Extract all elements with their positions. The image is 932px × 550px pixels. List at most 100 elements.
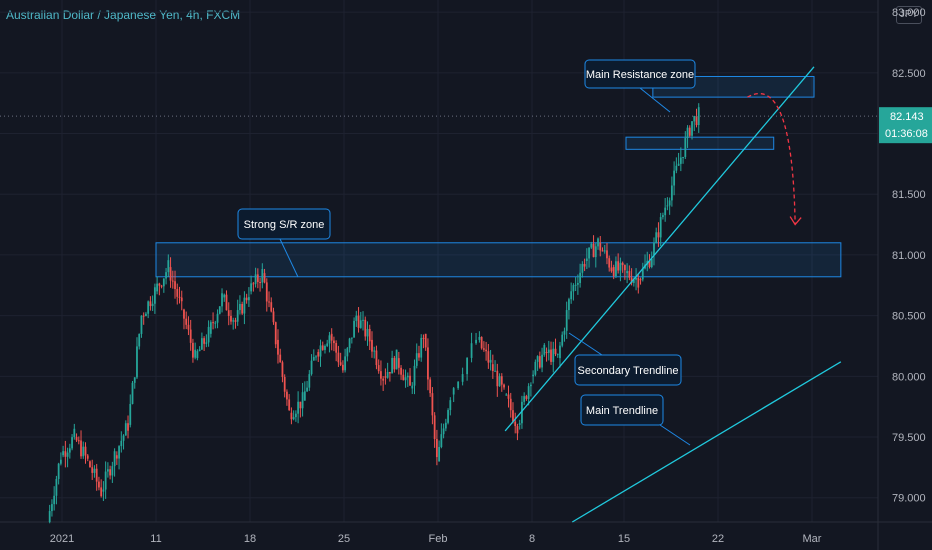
candle-body xyxy=(212,322,214,324)
candle-body xyxy=(617,261,620,271)
candle-body xyxy=(447,410,449,423)
candle-body xyxy=(422,337,425,339)
time-tick-label: 18 xyxy=(244,533,256,545)
callout-label: Secondary Trendline xyxy=(578,365,679,377)
callout-label: Main Resistance zone xyxy=(586,69,694,81)
candle-body xyxy=(556,353,559,355)
candle-body xyxy=(339,362,342,365)
candle-body xyxy=(129,403,132,425)
candle-body xyxy=(626,271,629,274)
candle-body xyxy=(84,446,87,456)
candle-body xyxy=(380,371,382,379)
candle-body xyxy=(286,391,288,400)
candle-body xyxy=(373,350,376,352)
candle-body xyxy=(180,297,183,302)
candle-body xyxy=(272,311,275,323)
candle-body xyxy=(335,343,338,353)
time-tick-label: 15 xyxy=(618,533,630,545)
candle-body xyxy=(333,340,335,344)
price-tick-label: 80.500 xyxy=(892,311,926,323)
candle-body xyxy=(225,294,228,311)
candle-body xyxy=(684,138,687,157)
candle-body xyxy=(77,440,80,442)
candle-body xyxy=(312,357,315,361)
candle-body xyxy=(648,260,651,268)
candle-body xyxy=(279,354,282,363)
price-tick-label: 79.500 xyxy=(892,432,926,444)
candle-body xyxy=(281,362,284,377)
candle-body xyxy=(86,455,89,459)
candle-body xyxy=(263,273,266,283)
candle-body xyxy=(619,262,622,271)
candle-body xyxy=(433,415,436,440)
candle-body xyxy=(594,246,597,258)
candle-body xyxy=(487,351,490,363)
candle-body xyxy=(252,283,255,285)
candle-body xyxy=(503,384,505,388)
candle-body xyxy=(554,348,557,355)
candle-body xyxy=(138,333,141,347)
price-tick-label: 79.000 xyxy=(892,493,926,505)
candle-body xyxy=(559,345,561,359)
price-tick-label: 80.000 xyxy=(892,371,926,383)
candle-body xyxy=(82,446,85,457)
candle-body xyxy=(592,243,595,258)
candle-body xyxy=(178,296,181,298)
candle-body xyxy=(319,345,322,357)
candle-body xyxy=(635,277,637,280)
candle-body xyxy=(156,283,159,292)
candle-body xyxy=(470,343,473,358)
candle-body xyxy=(521,401,523,424)
candle-body xyxy=(498,376,501,387)
candle-body xyxy=(364,319,367,337)
candle-body xyxy=(341,364,344,371)
candle-body xyxy=(572,285,575,292)
trendline xyxy=(571,361,842,523)
candle-body xyxy=(98,481,100,488)
candle-body xyxy=(301,392,304,409)
candle-body xyxy=(668,200,671,206)
candle-body xyxy=(391,357,394,374)
candle-body xyxy=(679,157,682,164)
candle-body xyxy=(185,318,188,325)
candle-body xyxy=(516,426,519,434)
currency-badge[interactable]: JPY xyxy=(896,6,922,24)
candle-body xyxy=(420,337,423,358)
trendline xyxy=(504,66,815,432)
candle-body xyxy=(664,207,667,216)
candle-body xyxy=(277,339,279,355)
candle-body xyxy=(209,322,212,334)
candle-body xyxy=(384,376,387,378)
symbol-title: Australian Dollar / Japanese Yen, 4h, FX… xyxy=(6,8,241,22)
candle-body xyxy=(612,267,615,277)
candle-body xyxy=(608,258,611,268)
candle-body xyxy=(315,356,317,358)
candle-body xyxy=(541,354,543,368)
callout-label: Main Trendline xyxy=(586,405,658,417)
candle-body xyxy=(194,349,197,358)
candle-body xyxy=(400,367,402,375)
candle-body xyxy=(115,455,118,459)
candle-body xyxy=(388,372,391,374)
candle-body xyxy=(507,394,510,399)
candle-body xyxy=(239,304,241,311)
candle-body xyxy=(406,375,409,378)
candle-body xyxy=(145,313,147,317)
candle-body xyxy=(402,374,405,381)
candle-body xyxy=(133,377,136,383)
candle-body xyxy=(265,282,268,302)
candle-body xyxy=(151,303,154,307)
last-price-badge xyxy=(879,107,932,144)
candle-body xyxy=(386,372,389,378)
candle-body xyxy=(162,278,165,287)
candle-body xyxy=(427,347,429,380)
candle-body xyxy=(247,297,250,301)
candle-body xyxy=(169,267,172,281)
candle-body xyxy=(628,271,631,278)
candle-body xyxy=(270,302,273,312)
candle-body xyxy=(100,487,103,497)
candle-body xyxy=(344,356,347,371)
candle-body xyxy=(55,479,58,496)
candle-body xyxy=(167,260,170,273)
